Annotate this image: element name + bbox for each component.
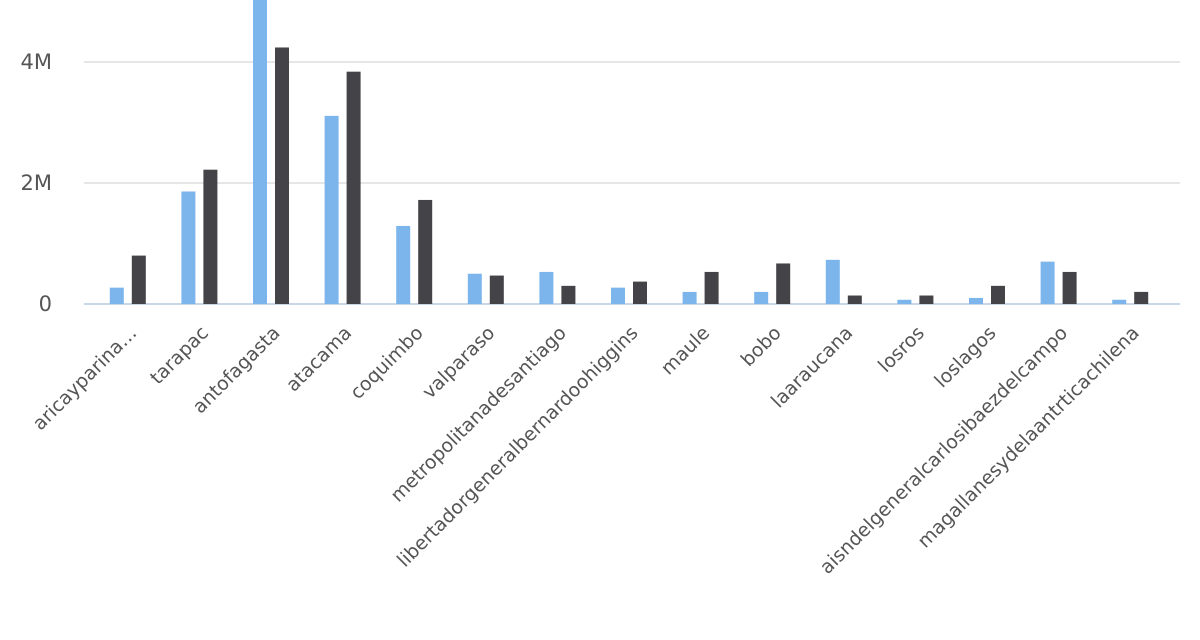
x-category-label: losros <box>874 322 929 377</box>
bar-series-2-magallanesydelaantrticachilena[interactable] <box>1134 291 1149 304</box>
x-axis-labels: aricayparina… tarapacantofagastaatacamaco… <box>29 322 1144 579</box>
x-category-label: loslagos <box>930 322 1000 392</box>
bar-series-1-valparaso[interactable] <box>467 273 482 304</box>
bar-series-1-bobo[interactable] <box>754 291 769 304</box>
x-category-label: maule <box>657 322 714 379</box>
bar-series-2-antofagasta[interactable] <box>275 47 289 304</box>
bar-series-1-atacama[interactable] <box>324 115 339 304</box>
bar-series-1-coquimbo[interactable] <box>396 225 411 304</box>
bar-series-2-losros[interactable] <box>919 295 934 304</box>
bar-series-1-antofagasta[interactable] <box>253 0 267 304</box>
y-tick-label: 4M <box>21 50 52 74</box>
bar-series-2-bobo[interactable] <box>776 263 791 304</box>
x-category-label: bobo <box>737 322 786 371</box>
bar-series-1-magallanesydelaantrticachilena[interactable] <box>1112 299 1127 304</box>
bar-series-2-loslagos[interactable] <box>991 285 1005 304</box>
bar-series-2-aricayparina…[interactable] <box>131 255 146 304</box>
x-category-label: coquimbo <box>346 322 428 404</box>
bar-series-2-metropolitanadesantiago[interactable] <box>561 285 576 304</box>
x-category-label: tarapac <box>146 322 213 389</box>
y-tick-label: 0 <box>39 292 52 316</box>
bar-series-1-aricayparina…[interactable] <box>109 287 124 304</box>
bar-series-1-maule[interactable] <box>682 291 697 304</box>
bar-series-2-maule[interactable] <box>704 271 719 304</box>
x-category-label: atacama <box>282 322 356 396</box>
x-category-label: aricayparina… <box>29 322 142 435</box>
x-category-label: aisndelgeneralcarlosibaezdelcampo <box>816 322 1073 579</box>
bar-series-2-tarapac[interactable] <box>203 169 218 304</box>
y-tick-label: 2M <box>21 171 52 195</box>
bar-series-2-valparaso[interactable] <box>489 275 504 304</box>
bar-series-1-aisndelgeneralcarlosibaezdelcampo[interactable] <box>1040 261 1055 304</box>
bar-series-1-losros[interactable] <box>897 299 912 304</box>
bars <box>109 0 1149 305</box>
bar-series-1-loslagos[interactable] <box>969 297 983 304</box>
bar-series-1-libertadorgeneralbernardoohiggins[interactable] <box>611 287 625 304</box>
bar-series-1-tarapac[interactable] <box>181 191 196 304</box>
grid-lines <box>84 61 1180 305</box>
bar-series-1-metropolitanadesantiago[interactable] <box>539 271 554 304</box>
bar-series-2-atacama[interactable] <box>346 71 361 305</box>
bar-series-2-laaraucana[interactable] <box>847 295 862 304</box>
bar-series-2-aisndelgeneralcarlosibaezdelcampo[interactable] <box>1062 271 1077 304</box>
y-axis-ticks: 0 2M 4M <box>21 50 52 316</box>
bar-series-2-coquimbo[interactable] <box>418 199 433 304</box>
bar-series-2-libertadorgeneralbernardoohiggins[interactable] <box>633 281 647 304</box>
bar-series-1-laaraucana[interactable] <box>825 259 840 304</box>
